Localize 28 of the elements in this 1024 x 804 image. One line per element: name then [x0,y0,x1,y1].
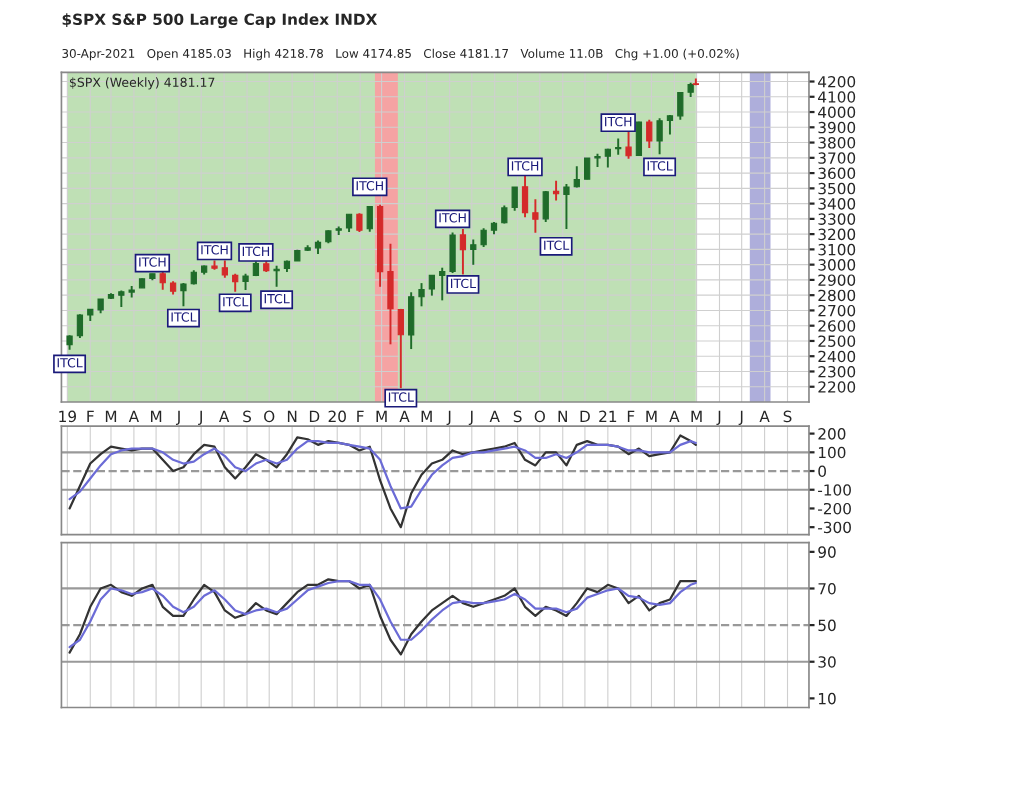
candlestick [439,266,446,302]
candlestick [418,282,425,308]
candlestick [615,137,622,156]
candlestick [646,118,653,149]
candlestick [232,272,239,293]
line-series [68,439,697,510]
candlestick [552,179,560,202]
candlestick [625,130,632,160]
candlestick [521,173,529,219]
candlestick [656,117,663,156]
candlestick [573,165,580,189]
candlestick [159,270,166,291]
line-series [68,434,697,529]
candlestick [563,182,570,231]
candlestick [76,313,84,340]
candlestick [449,231,456,275]
candlestick [408,291,415,351]
candlestick [584,157,591,181]
candlestick [356,212,363,233]
candlestick [387,242,394,346]
candlestick [459,228,467,276]
candlestick [428,274,436,297]
candlestick [635,120,643,157]
candlestick [397,307,404,390]
candlestick [273,264,280,288]
candlestick [532,198,539,234]
candlestick [542,190,549,223]
candlestick [366,204,373,233]
